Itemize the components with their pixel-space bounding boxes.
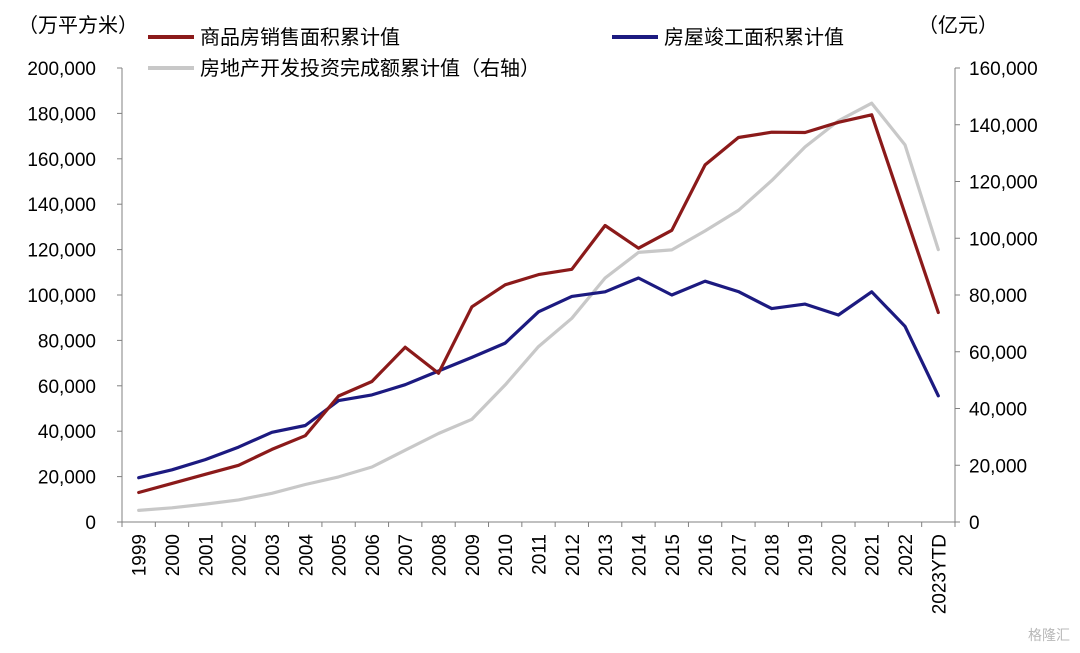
x-tick-label: 2016 [696, 534, 717, 576]
x-tick-label: 2013 [596, 534, 617, 576]
left-axis-unit: （万平方米） [18, 13, 138, 37]
watermark: 格隆汇 [1028, 628, 1070, 644]
x-tick-label: 2019 [796, 534, 817, 576]
x-tick-label: 2004 [296, 534, 317, 577]
left-tick-label: 200,000 [27, 59, 96, 80]
right-tick-label: 0 [969, 513, 980, 534]
left-tick-label: 100,000 [27, 286, 96, 307]
right-axis-unit: （亿元） [918, 13, 998, 37]
right-tick-label: 60,000 [969, 343, 1027, 364]
left-tick-label: 160,000 [27, 150, 96, 171]
x-tick-label: 2000 [163, 534, 184, 576]
x-tick-label: 2010 [496, 534, 517, 576]
left-tick-label: 180,000 [27, 104, 96, 125]
right-tick-label: 20,000 [969, 456, 1027, 477]
left-tick-label: 140,000 [27, 195, 96, 216]
series-line-1 [137, 276, 940, 480]
left-tick-label: 0 [85, 513, 96, 534]
right-tick-label: 140,000 [969, 116, 1038, 137]
x-tick-label: 2017 [729, 534, 750, 576]
x-tick-label: 2020 [829, 534, 850, 576]
x-tick-label: 2014 [629, 534, 650, 577]
left-tick-label: 120,000 [27, 241, 96, 262]
x-tick-label: 2022 [896, 534, 917, 576]
x-tick-label: 2015 [663, 534, 684, 576]
series-lines [137, 101, 940, 512]
legend-label: 商品房销售面积累计值 [200, 25, 400, 49]
right-tick-label: 100,000 [969, 229, 1038, 250]
x-tick-label: 2008 [430, 534, 451, 576]
x-tick-label: 2021 [863, 534, 884, 576]
x-tick-label: 2006 [363, 534, 384, 576]
x-tick-label: 2002 [230, 534, 251, 576]
series-line-0 [137, 113, 940, 495]
x-tick-label: 2018 [763, 534, 784, 576]
left-tick-label: 60,000 [38, 377, 96, 398]
series-line-2 [137, 101, 940, 512]
right-tick-label: 80,000 [969, 286, 1027, 307]
right-tick-label: 120,000 [969, 173, 1038, 194]
x-tick-label: 2003 [263, 534, 284, 576]
legend-label: 房屋竣工面积累计值 [664, 25, 844, 49]
axes: 0 20,000 40,000 60,000 80,000 100,000 120,000 1… [27, 59, 1037, 614]
right-tick-label: 40,000 [969, 400, 1027, 421]
left-tick-label: 80,000 [38, 331, 96, 352]
x-tick-label: 2011 [530, 534, 551, 575]
right-tick-label: 160,000 [969, 59, 1038, 80]
legend-label: 房地产开发投资完成额累计值（右轴） [200, 56, 540, 80]
x-tick-label: 2005 [330, 534, 351, 576]
x-tick-label: 2009 [463, 534, 484, 576]
x-tick-label: 2007 [396, 534, 417, 576]
left-tick-label: 40,000 [38, 422, 96, 443]
left-tick-label: 20,000 [38, 468, 96, 489]
x-tick-label: 2023YTD [929, 534, 950, 614]
x-tick-label: 1999 [130, 534, 151, 576]
x-tick-label: 2012 [563, 534, 584, 576]
x-tick-label: 2001 [196, 534, 217, 576]
